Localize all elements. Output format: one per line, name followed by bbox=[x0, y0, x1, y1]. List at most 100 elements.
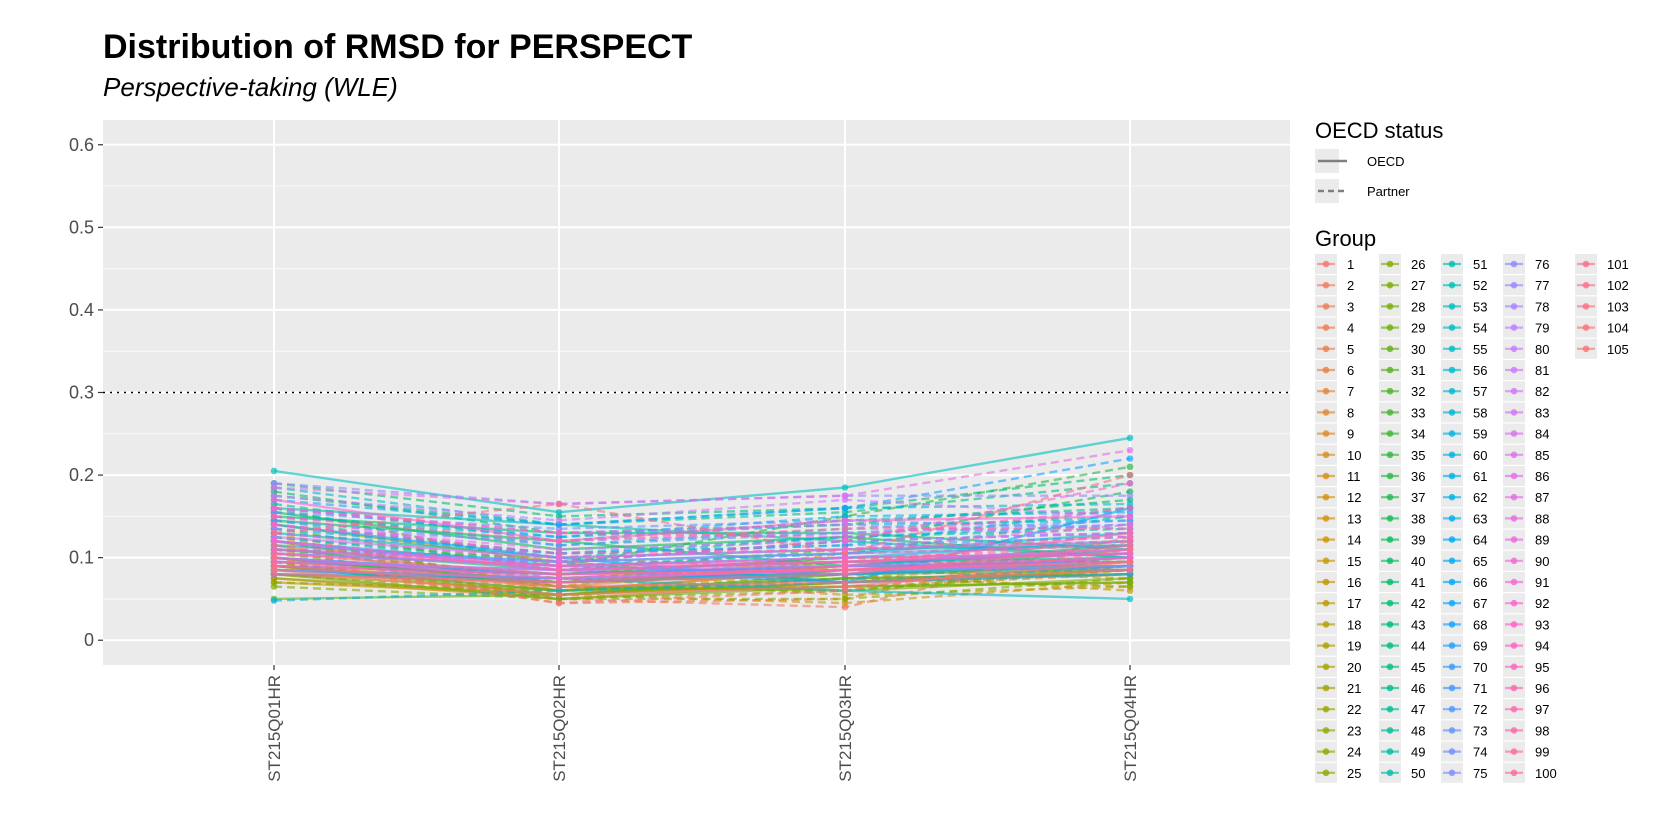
legend-label: 1 bbox=[1347, 257, 1354, 272]
series-line bbox=[273, 519, 1131, 547]
legend-label: Partner bbox=[1367, 184, 1410, 199]
series-line bbox=[273, 539, 1131, 572]
legend-key-point bbox=[1510, 472, 1518, 480]
legend-label: 36 bbox=[1411, 469, 1425, 484]
data-point bbox=[1126, 558, 1134, 566]
series-line bbox=[273, 494, 1131, 522]
legend-label: 80 bbox=[1535, 342, 1549, 357]
chart-subtitle: Perspective-taking (WLE) bbox=[103, 72, 398, 102]
legend-key-point bbox=[1448, 578, 1456, 586]
legend-label: 42 bbox=[1411, 596, 1425, 611]
legend-label: 60 bbox=[1473, 448, 1487, 463]
legend-label: 11 bbox=[1347, 469, 1361, 484]
legend-label: 56 bbox=[1473, 363, 1487, 378]
data-point bbox=[1126, 471, 1134, 479]
legend-label: 39 bbox=[1411, 533, 1425, 548]
legend-key-point bbox=[1386, 621, 1394, 628]
legend-label: 84 bbox=[1535, 427, 1549, 442]
series-line bbox=[273, 552, 1131, 576]
legend-label: 58 bbox=[1473, 405, 1487, 420]
series-line bbox=[273, 544, 1131, 584]
legend-label: 41 bbox=[1411, 575, 1425, 590]
data-point bbox=[270, 521, 278, 528]
series-group-102 bbox=[270, 471, 1134, 557]
legend-key-point bbox=[1386, 387, 1394, 395]
data-point bbox=[1126, 546, 1134, 553]
legend-key-point bbox=[1322, 769, 1330, 777]
data-point bbox=[555, 550, 563, 557]
legend-key-point bbox=[1386, 472, 1394, 480]
series-line bbox=[273, 564, 1131, 588]
legend-label: 37 bbox=[1411, 490, 1425, 505]
data-point bbox=[841, 504, 849, 512]
data-point bbox=[270, 583, 278, 590]
legend-label: 57 bbox=[1473, 384, 1487, 399]
legend-label: 21 bbox=[1347, 681, 1361, 696]
legend-key-point bbox=[1448, 557, 1456, 565]
legend-key-point bbox=[1322, 303, 1330, 310]
legend-label: 30 bbox=[1411, 342, 1425, 357]
legend-key-point bbox=[1322, 324, 1330, 331]
y-tick-label: 0.1 bbox=[69, 548, 94, 568]
data-point bbox=[1126, 480, 1134, 487]
legend-key-point bbox=[1510, 303, 1518, 310]
legend-key-point bbox=[1448, 409, 1456, 416]
legend-key-point bbox=[1510, 324, 1518, 331]
data-point bbox=[555, 517, 563, 524]
legend-key-point bbox=[1448, 324, 1456, 331]
legend-label: 96 bbox=[1535, 681, 1549, 696]
data-point bbox=[1126, 455, 1134, 462]
series-line bbox=[273, 473, 1131, 555]
chart-title: Distribution of RMSD for PERSPECT bbox=[103, 28, 693, 66]
legend-key-point bbox=[1510, 260, 1518, 268]
series-line bbox=[273, 523, 1131, 555]
legend-label: 78 bbox=[1535, 299, 1549, 314]
legend-label: 90 bbox=[1535, 554, 1549, 569]
legend-label: 38 bbox=[1411, 511, 1425, 526]
legend-label: 33 bbox=[1411, 405, 1425, 420]
legend-key-point bbox=[1386, 493, 1394, 501]
legend-label: 68 bbox=[1473, 617, 1487, 632]
legend-label: 54 bbox=[1473, 321, 1487, 336]
legend-label: 94 bbox=[1535, 639, 1549, 654]
legend-label: 15 bbox=[1347, 554, 1361, 569]
y-tick-label: 0 bbox=[84, 630, 94, 650]
legend-key-point bbox=[1322, 515, 1330, 522]
legend-label: 79 bbox=[1535, 321, 1549, 336]
legend-key-point bbox=[1322, 557, 1330, 565]
legend-label: 5 bbox=[1347, 342, 1354, 357]
legend-label: 89 bbox=[1535, 533, 1549, 548]
legend-label: 72 bbox=[1473, 702, 1487, 717]
legend-label: 6 bbox=[1347, 363, 1354, 378]
legend-key-point bbox=[1386, 748, 1394, 755]
legend-key-point bbox=[1386, 303, 1394, 310]
legend-label: 101 bbox=[1607, 257, 1629, 272]
data-point bbox=[1126, 463, 1134, 471]
legend-key-point bbox=[1322, 621, 1330, 628]
legend-label: 61 bbox=[1473, 469, 1487, 484]
legend-key-point bbox=[1448, 451, 1456, 459]
legend-key-point bbox=[1448, 472, 1456, 480]
legend-label: 45 bbox=[1411, 660, 1425, 675]
series-line bbox=[273, 506, 1131, 539]
legend-group-items: 1234567891011121314151617181920212223242… bbox=[1315, 254, 1629, 783]
legend-key-point bbox=[1386, 578, 1394, 586]
data-point bbox=[270, 513, 278, 520]
series-line bbox=[273, 436, 1131, 514]
data-point bbox=[270, 529, 278, 537]
legend-key-point bbox=[1386, 727, 1394, 734]
legend-label: 28 bbox=[1411, 299, 1425, 314]
data-point bbox=[1126, 504, 1134, 512]
series-group-53 bbox=[270, 434, 1134, 516]
legend-key-point bbox=[1322, 705, 1330, 713]
legend-label: 75 bbox=[1473, 766, 1487, 781]
legend-label: 74 bbox=[1473, 745, 1487, 760]
legend-label: 100 bbox=[1535, 766, 1557, 781]
legend-key-point bbox=[1386, 557, 1394, 565]
legend-key-point bbox=[1322, 642, 1330, 649]
legend-label: 66 bbox=[1473, 575, 1487, 590]
legend-key-point bbox=[1582, 324, 1590, 331]
legend-label: 86 bbox=[1535, 469, 1549, 484]
legend-key-point bbox=[1322, 366, 1330, 374]
